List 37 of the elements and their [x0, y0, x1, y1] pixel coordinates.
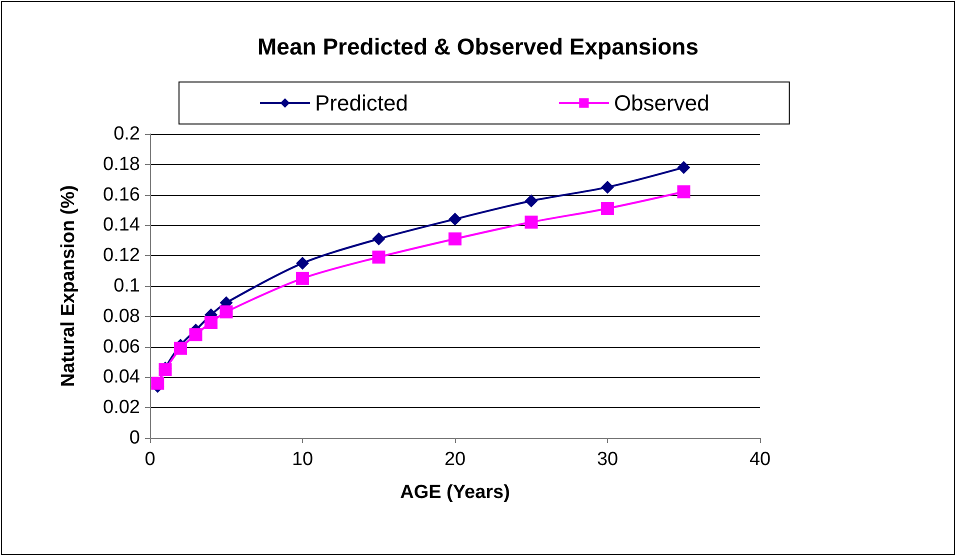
y-tick-label: 0.08 [103, 306, 140, 327]
legend-label: Predicted [315, 90, 408, 116]
y-axis-title: Natural Expansion (%) [58, 185, 79, 387]
y-tick-label: 0.04 [103, 366, 140, 388]
point [296, 256, 309, 270]
point [601, 202, 614, 215]
point [677, 160, 690, 174]
x-tick-label: 40 [749, 449, 771, 470]
y-tick-label: 0.18 [103, 154, 140, 175]
y-tick-label: 0.2 [114, 124, 140, 144]
point [174, 342, 187, 355]
point [204, 316, 218, 329]
x-axis-title: AGE (Years) [400, 482, 510, 503]
y-tick-label: 0.1 [114, 276, 140, 296]
point [372, 232, 386, 246]
point [296, 272, 309, 285]
point [189, 328, 202, 342]
x-tick-label: 20 [444, 449, 466, 470]
point [448, 212, 462, 226]
chart-title: Mean Predicted & Observed Expansions [258, 34, 698, 60]
point [372, 250, 386, 264]
y-tick-label: 0.02 [103, 397, 140, 418]
y-tick-label: 0.14 [103, 214, 140, 236]
x-tick-label: 10 [292, 449, 314, 470]
y-tick-label: 0.06 [103, 336, 140, 358]
legend-label: Observed [614, 90, 710, 116]
point [524, 194, 538, 208]
y-tick-label: 0 [129, 428, 140, 448]
point [220, 305, 233, 318]
y-tick-label: 0.16 [103, 184, 140, 206]
point [677, 185, 690, 198]
y-tick-label: 0.12 [103, 245, 140, 266]
point [448, 232, 462, 246]
x-tick-label: 0 [144, 449, 156, 470]
x-tick-label: 30 [596, 449, 618, 470]
point [524, 216, 538, 229]
point [601, 180, 614, 194]
